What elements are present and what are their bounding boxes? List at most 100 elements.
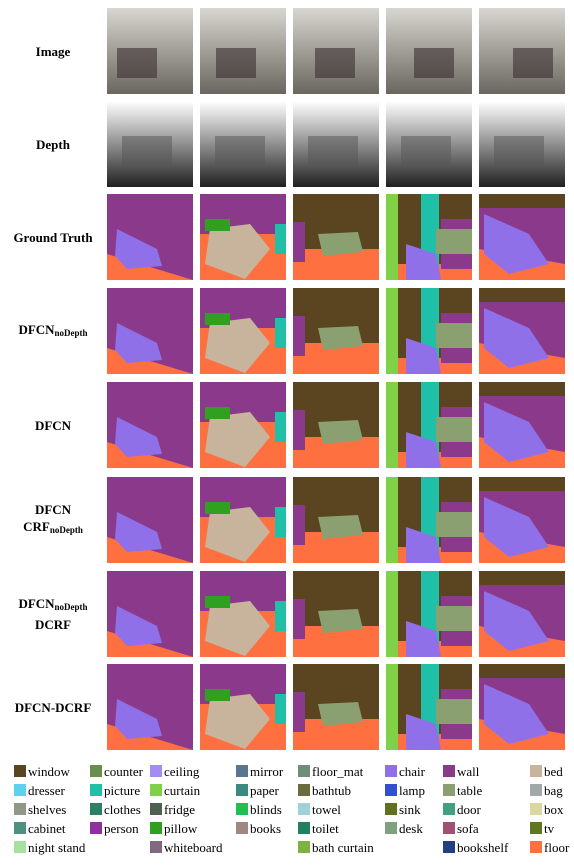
legend-label: floor_mat [312, 764, 363, 779]
table [436, 699, 472, 724]
object [117, 48, 157, 78]
legend-label: table [457, 783, 482, 798]
legend-label: shelves [28, 802, 66, 817]
legend-label: bag [544, 783, 563, 798]
legend-item: fridge [150, 803, 195, 817]
legend-label: pillow [164, 821, 197, 836]
legend-item: towel [298, 803, 341, 817]
legend-label: picture [104, 783, 140, 798]
legend-item: paper [236, 784, 279, 798]
legend-item: toilet [298, 822, 339, 836]
legend-swatch [530, 803, 542, 815]
legend-label: fridge [164, 802, 195, 817]
image-grid [0, 0, 574, 760]
row-label: Image [0, 43, 106, 60]
legend-item: mirror [236, 765, 283, 779]
panel [386, 477, 472, 563]
legend-item: counter [90, 765, 143, 779]
label-subscript: noDepth [55, 602, 88, 612]
picture [275, 601, 286, 631]
pillow [205, 219, 230, 231]
legend-swatch [530, 765, 542, 777]
legend-label: floor [544, 840, 569, 855]
wall [293, 222, 305, 262]
label-line: DFCN [0, 501, 106, 518]
legend-item: box [530, 803, 564, 817]
legend-item: door [443, 803, 481, 817]
legend-swatch [443, 784, 455, 796]
legend-label: wall [457, 764, 479, 779]
wall [293, 599, 305, 639]
legend-item: floor_mat [298, 765, 363, 779]
legend-item: bookshelf [443, 841, 508, 855]
legend-item: table [443, 784, 482, 798]
panel [200, 477, 286, 563]
legend-label: curtain [164, 783, 200, 798]
legend-swatch [298, 841, 310, 853]
panel [293, 382, 379, 468]
label-text: DFCN [35, 502, 71, 517]
legend-label: chair [399, 764, 425, 779]
panel [293, 8, 379, 94]
panel [200, 382, 286, 468]
legend-swatch [385, 784, 397, 796]
legend-swatch [14, 822, 26, 834]
window [479, 288, 565, 302]
legend-item: lamp [385, 784, 425, 798]
panel [479, 8, 565, 94]
table [436, 229, 472, 254]
pillow [205, 407, 230, 419]
panel [293, 288, 379, 374]
legend-label: bed [544, 764, 563, 779]
table [436, 323, 472, 348]
legend-label: dresser [28, 783, 65, 798]
legend-swatch [385, 765, 397, 777]
row-label: DFCN [0, 417, 106, 434]
legend-swatch [150, 841, 162, 853]
legend-label: person [104, 821, 139, 836]
panel [107, 288, 193, 374]
legend-swatch [530, 784, 542, 796]
panel [479, 477, 565, 563]
legend-item: shelves [14, 803, 66, 817]
legend-swatch [150, 784, 162, 796]
panel [386, 571, 472, 657]
legend-item: books [236, 822, 281, 836]
panel [386, 194, 472, 280]
panel [107, 477, 193, 563]
label-text: CRF [23, 519, 50, 534]
legend-item: picture [90, 784, 140, 798]
panel [479, 194, 565, 280]
wall [293, 410, 305, 450]
table [318, 232, 363, 256]
label-line: DFCNnoDepth [0, 321, 106, 342]
legend-item: wall [443, 765, 479, 779]
legend-label: towel [312, 802, 341, 817]
legend-label: ceiling [164, 764, 199, 779]
panel [107, 194, 193, 280]
panel [479, 571, 565, 657]
wall [293, 316, 305, 356]
legend-swatch [298, 803, 310, 815]
panel [293, 477, 379, 563]
legend-label: door [457, 802, 481, 817]
window [479, 571, 565, 585]
legend-item: sink [385, 803, 421, 817]
panel [107, 8, 193, 94]
legend-item: night stand [14, 841, 85, 855]
panel [386, 288, 472, 374]
curtain [386, 477, 398, 563]
legend-swatch [14, 765, 26, 777]
curtain [386, 571, 398, 657]
panel [200, 664, 286, 750]
pillow [205, 689, 230, 701]
legend-item: tv [530, 822, 554, 836]
legend-swatch [530, 822, 542, 834]
legend-swatch [236, 822, 248, 834]
table [318, 702, 363, 726]
row-label: Depth [0, 136, 106, 153]
legend-item: clothes [90, 803, 141, 817]
legend-item: sofa [443, 822, 479, 836]
legend-swatch [90, 803, 102, 815]
page: ImageDepthGround TruthDFCNnoDepthDFCNDFC… [0, 0, 574, 865]
